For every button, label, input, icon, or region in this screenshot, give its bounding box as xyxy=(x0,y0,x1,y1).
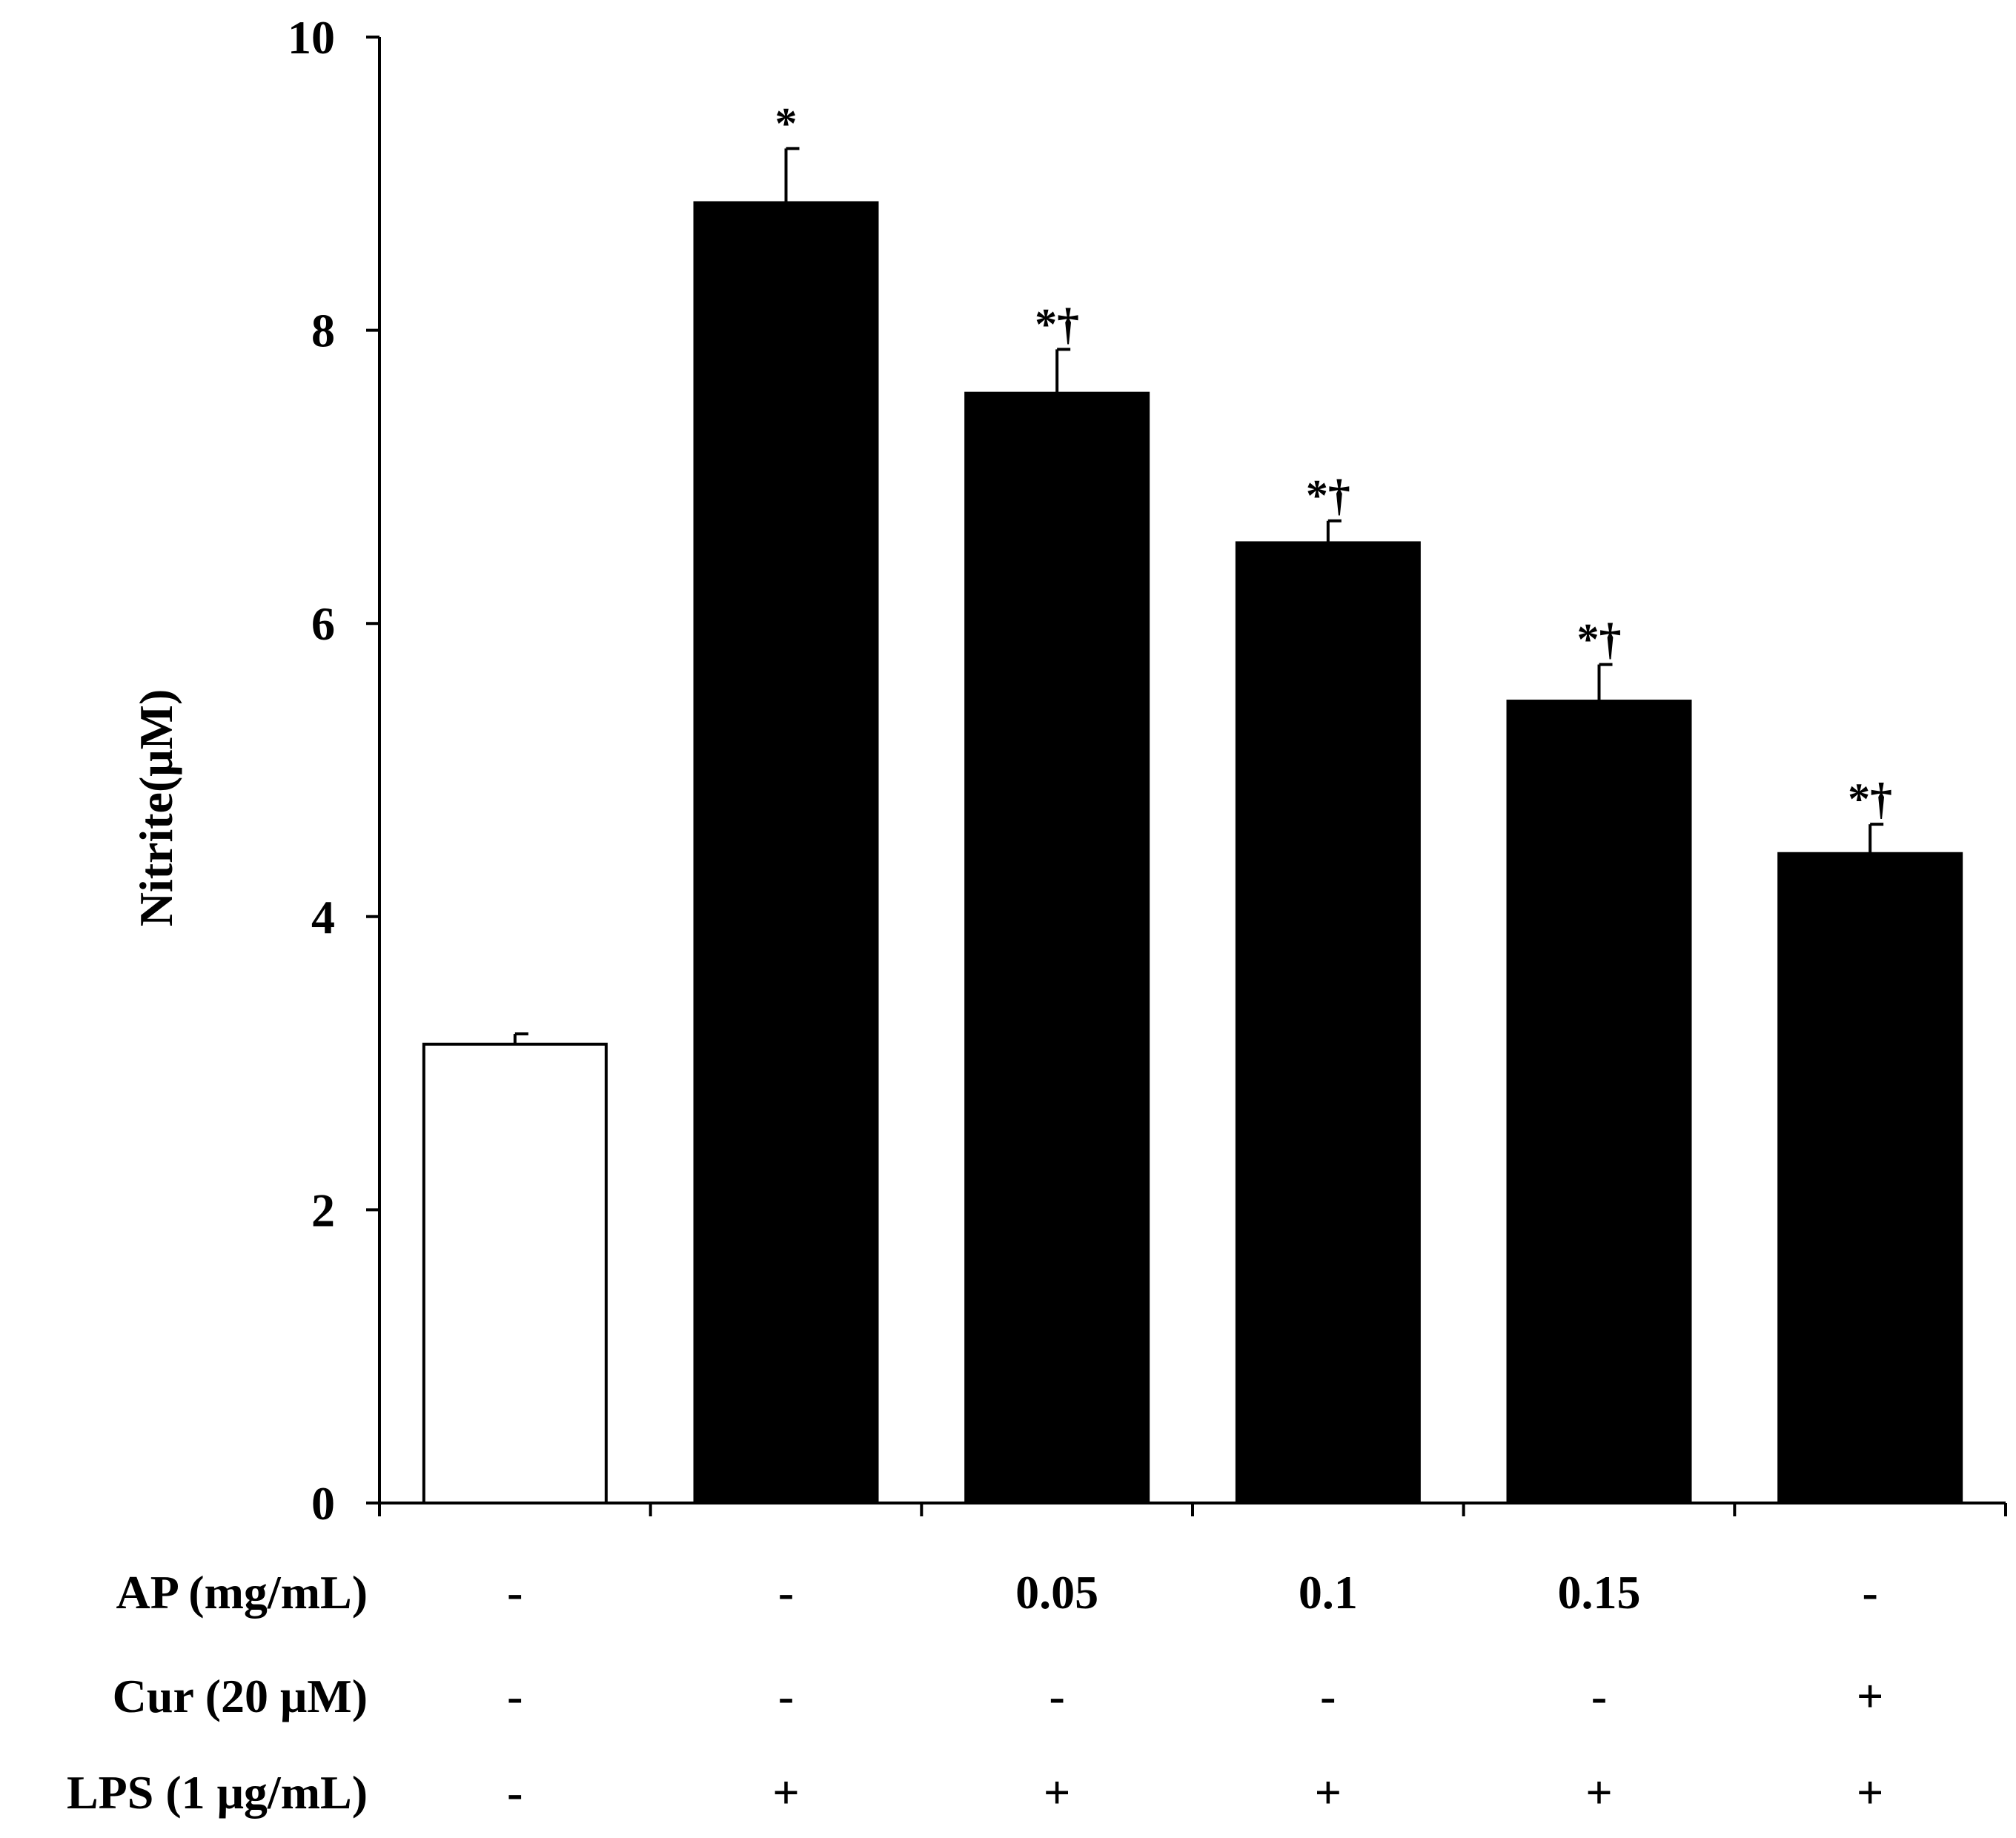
bar xyxy=(693,201,879,1504)
bar xyxy=(1235,541,1421,1504)
significance-label: *† xyxy=(1577,615,1622,664)
treatment-value: + xyxy=(1044,1766,1070,1819)
treatment-row-label: Cur (20 μM) xyxy=(113,1670,368,1722)
treatment-value: + xyxy=(1857,1766,1883,1819)
treatment-value: - xyxy=(507,1566,523,1619)
treatment-value: + xyxy=(1585,1766,1612,1819)
y-axis-label: Nitrite(μM) xyxy=(130,689,182,927)
treatment-value: - xyxy=(778,1670,794,1722)
bar xyxy=(964,391,1150,1504)
y-tick-label: 4 xyxy=(311,891,335,943)
significance-label: * xyxy=(775,99,798,147)
treatment-value: 0.15 xyxy=(1558,1566,1641,1619)
y-tick-label: 6 xyxy=(311,597,335,650)
treatment-value: - xyxy=(1863,1566,1878,1619)
bars xyxy=(422,147,1963,1504)
treatment-value: + xyxy=(1315,1766,1342,1819)
significance-label: *† xyxy=(1306,471,1350,520)
significance-label: *† xyxy=(1035,299,1079,348)
treatment-value: - xyxy=(1320,1670,1336,1722)
y-tick-label: 0 xyxy=(311,1477,335,1530)
axes: 0 2 4 6 8 10 xyxy=(288,11,2007,1530)
treatment-value: + xyxy=(772,1766,799,1819)
y-tick-label: 8 xyxy=(311,305,335,357)
treatment-table: AP (mg/mL) - - 0.05 0.1 0.15 - Cur (20 μM) - - - - -… xyxy=(67,1566,1883,1819)
treatment-row-label: AP (mg/mL) xyxy=(116,1566,368,1619)
bar xyxy=(1777,852,1963,1504)
y-tick-label: 10 xyxy=(288,11,335,64)
significance-label: *† xyxy=(1848,774,1892,823)
bar xyxy=(1506,700,1692,1504)
treatment-value: + xyxy=(1857,1670,1883,1722)
treatment-value: - xyxy=(778,1566,794,1619)
bar xyxy=(422,1042,608,1504)
treatment-value: - xyxy=(1591,1670,1607,1722)
treatment-value: - xyxy=(1050,1670,1065,1722)
treatment-value: 0.1 xyxy=(1299,1566,1358,1619)
treatment-value: - xyxy=(507,1670,523,1722)
treatment-row-label: LPS (1 μg/mL) xyxy=(67,1766,368,1819)
significance-annotations: * *† *† *† *† xyxy=(775,99,1893,823)
y-tick-label: 2 xyxy=(311,1184,335,1236)
treatment-value: 0.05 xyxy=(1015,1566,1098,1619)
treatment-value: - xyxy=(507,1766,523,1819)
